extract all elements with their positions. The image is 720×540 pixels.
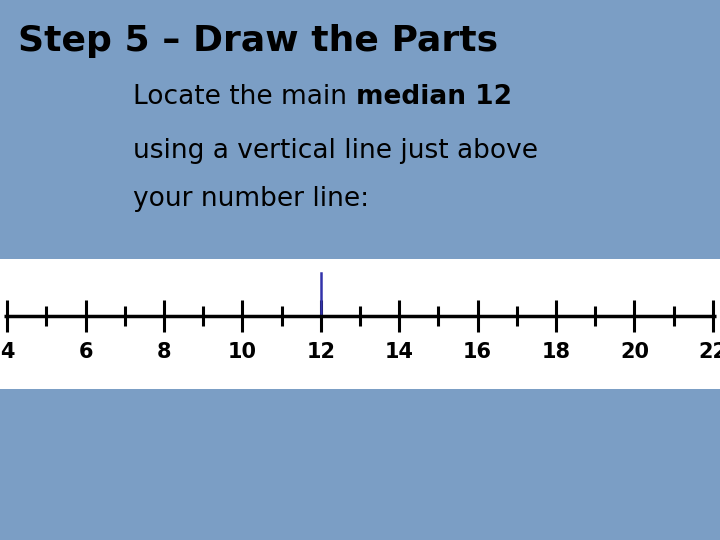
Text: 4: 4 (0, 342, 14, 362)
Text: 18: 18 (541, 342, 570, 362)
Text: Step 5 – Draw the Parts: Step 5 – Draw the Parts (18, 24, 498, 58)
Text: median 12: median 12 (356, 84, 512, 110)
Text: 12: 12 (306, 342, 336, 362)
Text: 10: 10 (228, 342, 257, 362)
Text: 20: 20 (620, 342, 649, 362)
Text: 8: 8 (157, 342, 171, 362)
Text: Locate the main: Locate the main (133, 84, 356, 110)
Text: 14: 14 (384, 342, 414, 362)
Bar (0, 259, 720, 389)
Text: using a vertical line just above: using a vertical line just above (133, 138, 539, 164)
Text: 6: 6 (78, 342, 93, 362)
Text: 22: 22 (698, 342, 720, 362)
Text: 16: 16 (463, 342, 492, 362)
Text: your number line:: your number line: (133, 186, 369, 212)
